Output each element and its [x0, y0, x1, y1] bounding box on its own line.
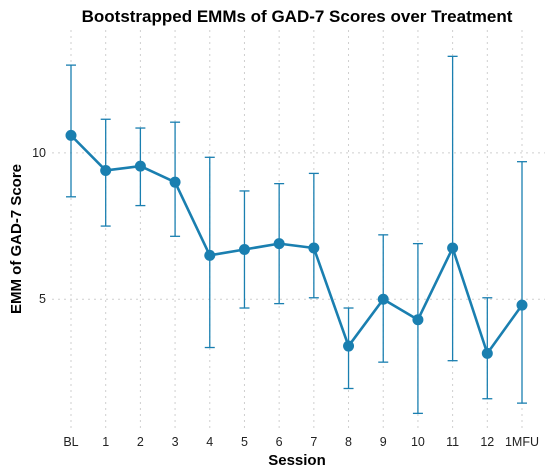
error-bar	[447, 55, 458, 362]
data-point	[412, 314, 424, 326]
x-tick-label: 8	[345, 435, 352, 449]
data-points	[65, 129, 528, 359]
series-line	[70, 134, 524, 355]
x-tick-label: 4	[206, 435, 213, 449]
data-point	[169, 176, 181, 188]
data-point	[308, 242, 320, 254]
error-bar	[517, 161, 527, 404]
x-tick-label: 6	[276, 435, 283, 449]
data-point	[238, 243, 250, 255]
x-axis-ticks: BL 1 2 3 4 5 6 7 8 9 10 11 12 1MFU	[63, 435, 539, 449]
x-tick-label: 1MFU	[505, 435, 539, 449]
x-tick-label: 10	[411, 435, 425, 449]
series-line-group	[70, 134, 524, 355]
y-axis-title: EMM of GAD-7 Score	[8, 164, 25, 314]
x-axis-title: Session	[268, 452, 326, 469]
data-point	[100, 164, 112, 176]
x-tick-label: 12	[480, 435, 494, 449]
data-point	[134, 160, 146, 172]
data-point	[343, 340, 355, 352]
y-tick-label: 10	[32, 146, 46, 160]
error-bars	[66, 55, 527, 415]
error-bar	[308, 172, 319, 299]
chart-title: Bootstrapped EMMs of GAD-7 Scores over T…	[82, 7, 513, 26]
x-tick-label: 11	[446, 435, 459, 449]
data-point	[65, 129, 77, 141]
error-bar	[412, 242, 423, 415]
x-tick-label: 1	[102, 435, 109, 449]
data-point	[204, 249, 216, 261]
y-axis-ticks: 5 10	[32, 146, 46, 306]
x-tick-label: 5	[241, 435, 248, 449]
data-point	[516, 299, 528, 311]
x-tick-label: 9	[380, 435, 387, 449]
data-point	[481, 347, 493, 359]
data-point	[447, 242, 459, 254]
data-point	[273, 238, 285, 250]
y-tick-label: 5	[39, 292, 46, 306]
x-tick-label: 7	[310, 435, 317, 449]
x-tick-label: BL	[63, 435, 78, 449]
x-tick-label: 3	[172, 435, 179, 449]
x-tick-label: 2	[137, 435, 144, 449]
data-point	[377, 293, 389, 305]
grid	[52, 30, 545, 428]
